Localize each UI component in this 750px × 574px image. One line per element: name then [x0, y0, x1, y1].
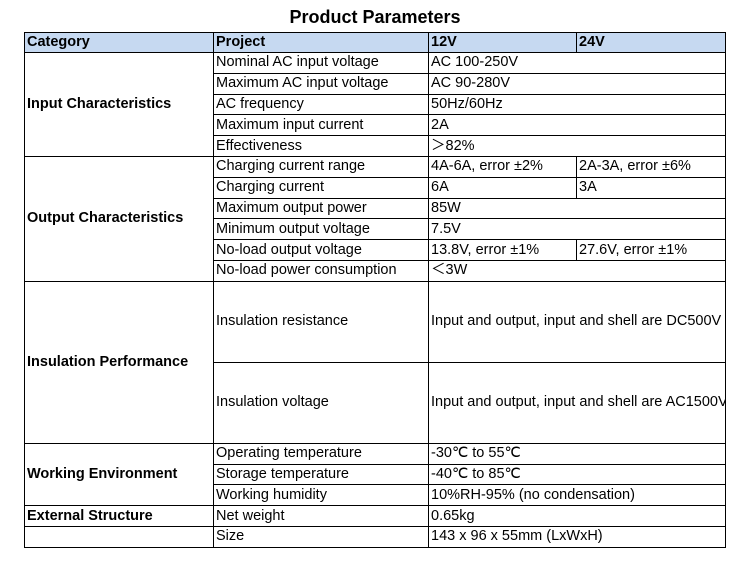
table-row: Output Characteristics Charging current …: [24, 155, 726, 282]
project-cell: Maximum output power: [213, 197, 429, 220]
project-cell: Operating temperature: [213, 442, 429, 465]
value-cell: 143 x 96 x 55mm (LxWxH): [428, 525, 726, 548]
table-row: No-load output voltage 13.8V, error ±1% …: [25, 239, 726, 261]
empty-category-cell: [24, 525, 214, 548]
table-row: External Structure Net weight 0.65kg: [24, 505, 726, 527]
value-cell: -30℃ to 55℃: [428, 442, 726, 465]
value-24v-cell: 2A-3A, error ±6%: [576, 155, 726, 178]
project-cell: AC frequency: [213, 93, 429, 116]
project-cell: Insulation voltage: [213, 361, 429, 444]
header-category: Category: [24, 32, 214, 53]
project-cell: Effectiveness: [213, 135, 429, 157]
project-cell: Maximum AC input voltage: [213, 72, 429, 95]
project-cell: Charging current: [213, 176, 429, 199]
project-cell: Storage temperature: [213, 463, 429, 486]
table-row: Maximum output power 85W: [25, 197, 726, 220]
category-environment: Working Environment: [24, 442, 214, 507]
value-12v-cell: 13.8V, error ±1%: [428, 239, 577, 261]
value-12v-cell: 4A-6A, error ±2%: [428, 155, 577, 178]
project-cell: Charging current range: [213, 155, 429, 178]
table-row: Working humidity 10%RH-95% (no condensat…: [25, 484, 726, 507]
value-cell: 50Hz/60Hz: [428, 93, 726, 116]
header-24v: 24V: [576, 32, 726, 53]
category-structure: External Structure: [24, 505, 214, 527]
value-cell: Input and output, input and shell are AC…: [428, 361, 726, 444]
value-cell: -40℃ to 85℃: [428, 463, 726, 486]
value-12v-cell: 6A: [428, 176, 577, 199]
category-insulation: Insulation Performance: [24, 280, 214, 444]
value-cell: 10%RH-95% (no condensation): [428, 484, 726, 507]
category-input: Input Characteristics: [24, 52, 214, 157]
project-cell: Nominal AC input voltage: [213, 52, 429, 74]
table-row: Insulation Performance Insulation resist…: [24, 280, 726, 444]
table-row: Charging current 6A 3A: [25, 176, 726, 199]
value-24v-cell: 3A: [576, 176, 726, 199]
table-row: Size 143 x 96 x 55mm (LxWxH): [24, 525, 726, 548]
project-cell: Size: [213, 525, 429, 548]
table-row: Minimum output voltage 7.5V: [25, 218, 726, 241]
project-cell: No-load power consumption: [213, 259, 429, 282]
project-cell: Insulation resistance: [213, 280, 429, 363]
value-cell: ＜3W: [428, 259, 726, 282]
table-row: Storage temperature -40℃ to 85℃: [25, 463, 726, 486]
project-cell: Minimum output voltage: [213, 218, 429, 241]
value-cell: ＞82%: [428, 135, 726, 157]
value-cell: AC 100-250V: [428, 52, 726, 74]
value-cell: AC 90-280V: [428, 72, 726, 95]
header-project: Project: [213, 32, 429, 53]
table-row: Insulation voltage Input and output, inp…: [25, 361, 726, 444]
value-cell: 2A: [428, 114, 726, 137]
page-title: Product Parameters: [289, 7, 461, 27]
value-cell: 7.5V: [428, 218, 726, 241]
project-cell: Maximum input current: [213, 114, 429, 137]
parameters-table: Category Project 12V 24V Input Character…: [24, 32, 726, 548]
category-output: Output Characteristics: [24, 155, 214, 282]
table-row: Working Environment Operating temperatur…: [24, 442, 726, 507]
table-row: Maximum input current 2A: [25, 114, 726, 137]
value-cell: 0.65kg: [428, 505, 726, 527]
value-cell: Input and output, input and shell are DC…: [428, 280, 726, 363]
table-header-row: Category Project 12V 24V: [24, 32, 726, 53]
project-cell: Working humidity: [213, 484, 429, 507]
table-row: No-load power consumption ＜3W: [25, 259, 726, 282]
header-12v: 12V: [428, 32, 577, 53]
project-cell: Net weight: [213, 505, 429, 527]
table-row: Input Characteristics Nominal AC input v…: [24, 52, 726, 157]
value-cell: 85W: [428, 197, 726, 220]
value-24v-cell: 27.6V, error ±1%: [576, 239, 726, 261]
project-cell: No-load output voltage: [213, 239, 429, 261]
